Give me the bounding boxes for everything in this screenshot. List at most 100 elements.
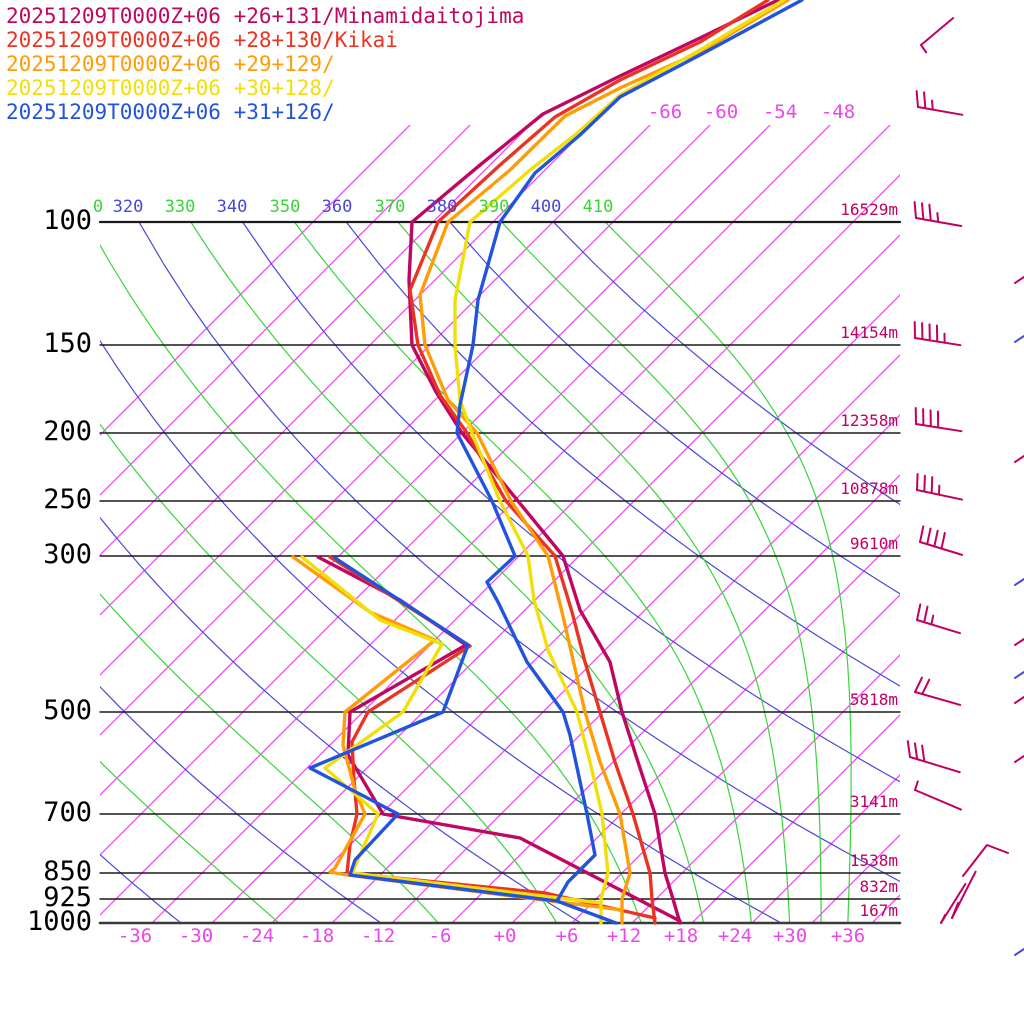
- theta-label-400: 400: [530, 197, 562, 217]
- isotherm-line: [451, 474, 900, 923]
- barb-feather: [914, 780, 919, 791]
- pressure-label-300: 300: [43, 539, 92, 570]
- isotherm-label-top: -60: [703, 101, 739, 123]
- moist-adiabat-line: [397, 222, 791, 923]
- wind-barb-icon: [914, 407, 963, 433]
- barb-feather: [921, 678, 931, 696]
- isotherm-label-bottom: +30: [772, 925, 808, 947]
- clipped-barb-tick: [1014, 755, 1024, 763]
- isotherm-label-bottom: +36: [830, 925, 866, 947]
- isotherm-label-bottom: -24: [239, 925, 275, 947]
- isotherm-line: [691, 714, 900, 923]
- dewpoint-trace-4: [308, 556, 559, 903]
- temperature-trace-3: [453, 0, 786, 925]
- barb-feather: [930, 99, 934, 111]
- altitude-label: 167m: [859, 901, 898, 920]
- wind-barb-icon: [916, 473, 963, 501]
- isotherm-label-bottom: -36: [117, 925, 153, 947]
- barb-feather: [922, 91, 927, 110]
- barb-feather: [914, 676, 924, 693]
- isotherm-label-bottom: -6: [428, 925, 452, 947]
- temperature-trace-4: [455, 0, 804, 925]
- altitude-label: 16529m: [840, 200, 898, 219]
- isotherm-line: [631, 654, 900, 923]
- isotherm-line: [100, 125, 651, 676]
- barb-feather: [915, 90, 919, 108]
- theta-label-330: 330: [164, 197, 196, 217]
- barb-shaft: [914, 789, 963, 811]
- isotherm-label-bottom: +12: [606, 925, 642, 947]
- altitude-label: 3141m: [849, 792, 898, 811]
- temperature-trace-1: [408, 0, 770, 925]
- isotherm-line: [100, 125, 711, 736]
- wind-barb-icon: [913, 201, 963, 227]
- barb-feather: [954, 901, 960, 913]
- clipped-barb-tick: [1014, 455, 1024, 463]
- barb-feather: [916, 603, 922, 621]
- legend-entry-kikai: 20251209T0000Z+06 +28+130/Kikai: [6, 28, 398, 52]
- isotherm-line: [100, 125, 771, 796]
- theta-label-320: 320: [112, 197, 144, 217]
- barb-feather: [923, 474, 926, 493]
- dewpoint-trace-3: [300, 555, 603, 905]
- isotherm-line: [100, 125, 411, 436]
- barb-feather: [913, 201, 917, 219]
- altitude-label: 832m: [859, 877, 898, 896]
- isotherm-label-top: -54: [762, 101, 798, 123]
- theta-label-410: 410: [582, 197, 614, 217]
- legend-entry-31-126: 20251209T0000Z+06 +31+126/: [6, 100, 335, 124]
- isotherm-line: [571, 594, 900, 923]
- theta-label-350: 350: [269, 197, 301, 217]
- pressure-label-1000: 1000: [26, 906, 92, 937]
- barb-feather: [919, 525, 925, 543]
- barb-feather: [933, 529, 939, 548]
- theta-label-390: 390: [478, 197, 510, 217]
- isotherm-label-bottom: +6: [555, 925, 579, 947]
- barb-feather: [930, 614, 935, 626]
- isotherm-line: [100, 125, 831, 856]
- pressure-label-500: 500: [43, 695, 92, 726]
- theta-label-370: 370: [374, 197, 406, 217]
- altitude-label: 10878m: [840, 479, 898, 498]
- theta-label-360: 360: [321, 197, 353, 217]
- barb-feather: [936, 211, 940, 223]
- barb-feather: [913, 742, 919, 761]
- wind-barb-icon: [915, 90, 964, 116]
- barb-feather: [930, 476, 934, 495]
- wind-barb-icon: [951, 870, 977, 919]
- temperature-trace-2: [418, 0, 790, 925]
- altitude-label: 14154m: [840, 323, 898, 342]
- barb-feather: [923, 605, 929, 624]
- isotherm-line: [331, 354, 900, 923]
- isotherm-label-top: -48: [820, 101, 856, 123]
- altitude-label: 1538m: [849, 851, 898, 870]
- clipped-barb-tick: [1014, 335, 1024, 343]
- isotherm-line: [100, 125, 891, 916]
- isotherm-line: [811, 834, 900, 923]
- pressure-label-250: 250: [43, 484, 92, 515]
- clipped-barb-tick: [1014, 276, 1024, 284]
- clipped-barb-tick: [1014, 638, 1024, 646]
- pressure-label-200: 200: [43, 416, 92, 447]
- clipped-barb-tick: [1014, 948, 1024, 956]
- barb-shaft: [920, 17, 955, 46]
- altitude-label: 12358m: [840, 411, 898, 430]
- theta-label-380: 380: [426, 197, 458, 217]
- barb-feather: [940, 913, 947, 924]
- isotherm-label-bottom: +0: [493, 925, 517, 947]
- barb-feather: [928, 203, 932, 222]
- wind-barb-icon: [913, 321, 962, 347]
- isotherm-label-bottom: -12: [360, 925, 396, 947]
- wind-barb-icon: [914, 676, 962, 706]
- isotherm-line: [391, 414, 900, 923]
- altitude-label: 5818m: [849, 690, 898, 709]
- pressure-label-700: 700: [43, 797, 92, 828]
- legend-entry-30-128: 20251209T0000Z+06 +30+128/: [6, 76, 335, 100]
- barb-shaft: [909, 756, 961, 774]
- barb-feather: [906, 740, 911, 758]
- altitude-label: 9610m: [849, 534, 898, 553]
- isotherm-line: [211, 234, 900, 923]
- wind-barb-icon: [906, 740, 961, 774]
- pressure-label-150: 150: [43, 328, 92, 359]
